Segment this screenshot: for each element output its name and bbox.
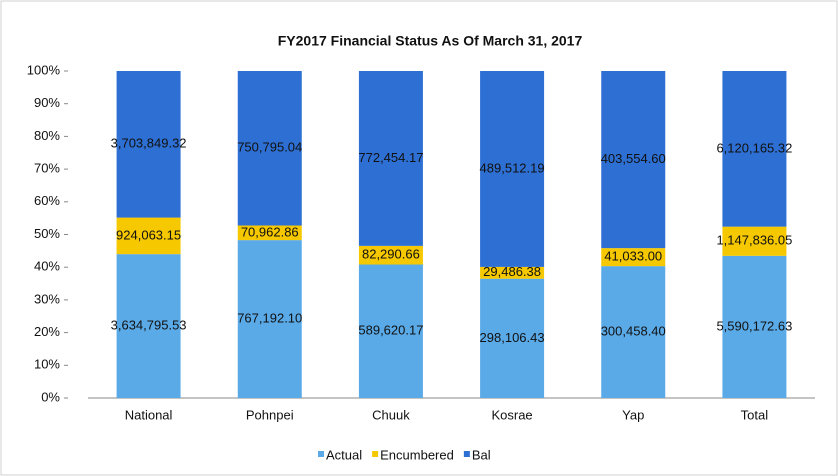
y-tick-label: 90% — [34, 95, 60, 110]
data-label: 3,634,795.53 — [111, 318, 187, 333]
x-tick-label: Pohnpei — [246, 407, 294, 422]
legend-swatch — [318, 451, 324, 457]
bar-segment — [116, 71, 181, 218]
bar-segment — [722, 71, 787, 227]
chart-title: FY2017 Financial Status As Of March 31, … — [278, 33, 583, 49]
bar-segment — [116, 254, 181, 398]
y-tick-label: 70% — [34, 161, 60, 176]
data-label: 5,590,172.63 — [716, 318, 792, 333]
bar-segment — [358, 71, 423, 246]
bar-segment — [358, 245, 423, 265]
y-tick-label: 20% — [34, 324, 60, 339]
x-tick-label: Total — [741, 407, 769, 422]
bar-segment — [237, 225, 302, 241]
data-label: 29,486.38 — [483, 264, 541, 279]
legend-swatch — [463, 451, 470, 457]
data-label: 767,192.10 — [237, 310, 302, 325]
y-tick-label: 10% — [34, 357, 60, 372]
data-label: 82,290.66 — [362, 247, 420, 262]
data-label: 1,147,836.05 — [716, 233, 792, 248]
y-tick-label: 40% — [34, 259, 60, 274]
bar-segment — [601, 266, 666, 398]
data-label: 70,962.86 — [241, 224, 299, 239]
data-label: 489,512.19 — [480, 160, 545, 175]
legend-label: Actual — [326, 447, 362, 462]
y-tick-label: 30% — [34, 291, 60, 306]
bar-segment — [722, 226, 787, 256]
bar-segment — [237, 240, 302, 398]
legend-label: Encumbered — [380, 447, 454, 462]
data-label: 589,620.17 — [358, 323, 423, 338]
y-tick-label: 0% — [41, 389, 60, 404]
y-tick-label: 100% — [27, 62, 61, 77]
x-tick-label: National — [125, 407, 173, 422]
data-label: 403,554.60 — [601, 151, 666, 166]
x-tick-label: Yap — [622, 407, 644, 422]
bar-segment — [601, 248, 666, 267]
y-tick-label: 50% — [34, 226, 60, 241]
bar-segment — [601, 71, 666, 249]
data-label: 924,063.15 — [116, 227, 181, 242]
data-label: 772,454.17 — [358, 150, 423, 165]
bar-segment — [480, 71, 545, 267]
bar-segment — [116, 217, 181, 255]
x-tick-label: Kosrae — [491, 407, 532, 422]
legend-label: Bal — [472, 447, 491, 462]
bar-segment — [480, 266, 545, 279]
bar-segment — [358, 264, 423, 398]
y-tick-label: 80% — [34, 128, 60, 143]
y-tick-label: 60% — [34, 193, 60, 208]
data-label: 298,106.43 — [480, 330, 545, 345]
data-label: 3,703,849.32 — [111, 136, 187, 151]
bar-segment — [722, 255, 787, 398]
x-tick-label: Chuuk — [372, 407, 410, 422]
bar-segment — [237, 71, 302, 226]
data-label: 300,458.40 — [601, 324, 666, 339]
legend-swatch — [372, 451, 379, 457]
data-label: 41,033.00 — [604, 249, 662, 264]
data-label: 6,120,165.32 — [716, 140, 792, 155]
data-label: 750,795.04 — [237, 140, 302, 155]
bar-segment — [480, 278, 545, 398]
